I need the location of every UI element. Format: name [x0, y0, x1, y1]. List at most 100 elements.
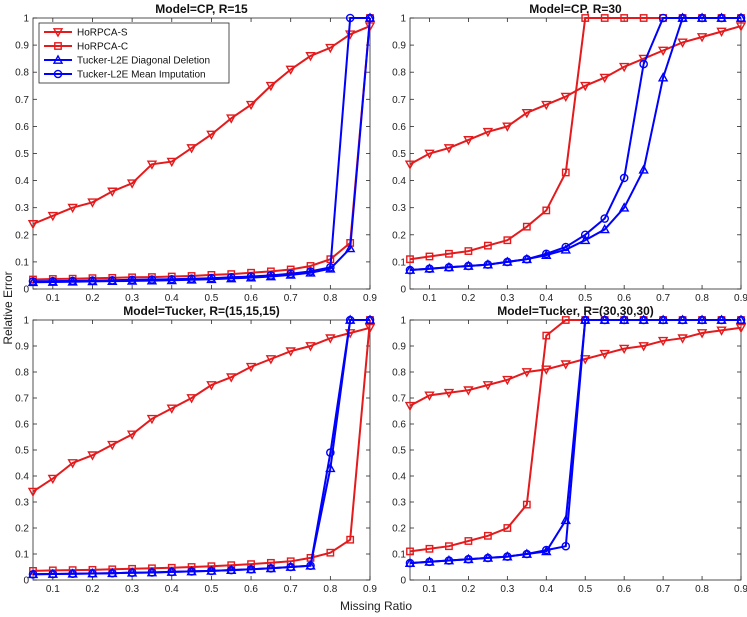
legend-marker: [52, 28, 64, 38]
x-tick-label: 0.5: [578, 293, 592, 304]
data-point: [521, 368, 533, 378]
data-point: [580, 315, 590, 325]
data-point: [147, 275, 157, 284]
x-tick-label: 0.4: [165, 584, 179, 595]
y-tick-label: 0.4: [15, 472, 29, 483]
x-tick-label: 0.6: [617, 584, 631, 595]
data-point: [581, 14, 590, 22]
x-tick-label: 0.1: [46, 584, 60, 595]
data-point: [226, 273, 236, 282]
data-point: [326, 448, 335, 457]
y-tick-label: 0.1: [392, 550, 406, 561]
data-point: [68, 569, 77, 579]
data-point: [716, 27, 727, 37]
data-point: [443, 388, 455, 399]
data-point: [186, 394, 197, 404]
y-tick-label: 0.9: [392, 41, 406, 52]
data-point: [464, 261, 473, 271]
y-tick-label: 0.1: [392, 257, 406, 268]
data-point: [68, 276, 77, 286]
y-tick-label: 0.6: [15, 122, 29, 133]
data-point: [266, 558, 275, 567]
chart-panel-3: Model=Tucker, R=(15,15,15) 0.1 0.2 0.3 0.4 0.…: [15, 304, 377, 595]
x-tick-label: 0.2: [86, 293, 100, 304]
data-point: [736, 315, 746, 325]
data-point: [326, 548, 335, 557]
data-point: [305, 342, 316, 352]
chart-title: Model=Tucker, R=(30,30,30): [497, 304, 654, 318]
y-tick-label: 0.5: [392, 446, 406, 457]
chart-panel-2: Model=CP, R=30 0.1 0.2 0.3 0.4 0.5 0.6 0.7 0.8 0.…: [392, 2, 747, 304]
data-point: [285, 347, 296, 357]
data-point: [599, 73, 610, 84]
series-tucker-l2e-mean-imputation: [405, 13, 746, 275]
data-point: [696, 329, 708, 339]
y-tick-label: 0.6: [392, 122, 406, 133]
data-point: [503, 257, 512, 267]
x-tick-label: 0.3: [500, 584, 514, 595]
data-point: [618, 202, 630, 212]
data-point: [444, 263, 454, 272]
data-point: [146, 160, 158, 170]
y-tick-label: 0.8: [392, 68, 406, 79]
legend-marker: [53, 69, 63, 79]
data-point: [306, 267, 315, 276]
data-point: [425, 544, 434, 553]
data-point: [697, 315, 707, 325]
x-tick-label: 0.5: [204, 293, 218, 304]
y-tick-label: 0.7: [15, 394, 29, 405]
data-point: [541, 545, 551, 555]
data-point: [716, 326, 727, 336]
data-point: [266, 564, 276, 573]
data-point: [127, 275, 137, 285]
y-tick-label: 1: [400, 316, 406, 327]
y-tick-label: 0.2: [392, 524, 406, 535]
data-point: [107, 568, 117, 578]
data-point: [502, 375, 513, 386]
data-point: [126, 179, 138, 189]
data-point: [483, 553, 493, 563]
y-tick-label: 0.2: [15, 230, 29, 241]
series-tucker-l2e-mean-imputation: [28, 13, 375, 286]
y-tick-label: 0.8: [15, 368, 29, 379]
data-point: [618, 344, 630, 355]
data-point: [503, 524, 512, 532]
legend-label: Tucker-L2E Diagonal Deletion: [77, 56, 210, 67]
x-tick-label: 0.8: [323, 293, 337, 304]
data-point: [345, 13, 355, 23]
data-point: [482, 127, 494, 138]
chart-panel-1: Model=CP, R=15 0.1 0.2 0.3 0.4 0.5 0.6 0.7 0.8 0.…: [15, 2, 377, 304]
x-tick-label: 0.9: [734, 584, 747, 595]
plot-area: [409, 17, 742, 290]
data-point: [87, 198, 98, 208]
data-point: [657, 72, 669, 82]
data-point: [406, 255, 414, 264]
x-tick-label: 0.7: [656, 584, 670, 595]
data-point: [657, 46, 669, 56]
y-tick-label: 0.2: [15, 524, 29, 535]
data-point: [483, 531, 492, 540]
x-tick-label: 0.1: [46, 293, 60, 304]
plot-area: [409, 319, 742, 581]
x-tick-label: 0.2: [86, 584, 100, 595]
x-tick-label: 0.6: [244, 293, 258, 304]
x-tick-label: 0.1: [423, 293, 437, 304]
data-point: [286, 562, 296, 572]
data-point: [599, 349, 610, 360]
y-tick-label: 0.4: [392, 176, 406, 187]
legend-label: HoRPCA-S: [77, 28, 128, 39]
y-tick-label: 0.3: [15, 203, 29, 214]
data-point: [541, 365, 552, 375]
data-point: [146, 414, 158, 425]
data-point: [286, 265, 295, 274]
data-point: [167, 274, 177, 284]
data-point: [600, 214, 610, 223]
figure-ylabel: Relative Error: [1, 271, 15, 344]
data-point: [561, 541, 571, 551]
data-point: [735, 22, 747, 32]
data-point: [463, 136, 474, 146]
y-tick-label: 0.6: [15, 420, 29, 431]
data-point: [27, 220, 39, 230]
data-point: [126, 430, 138, 440]
y-tick-label: 0.5: [392, 149, 406, 160]
